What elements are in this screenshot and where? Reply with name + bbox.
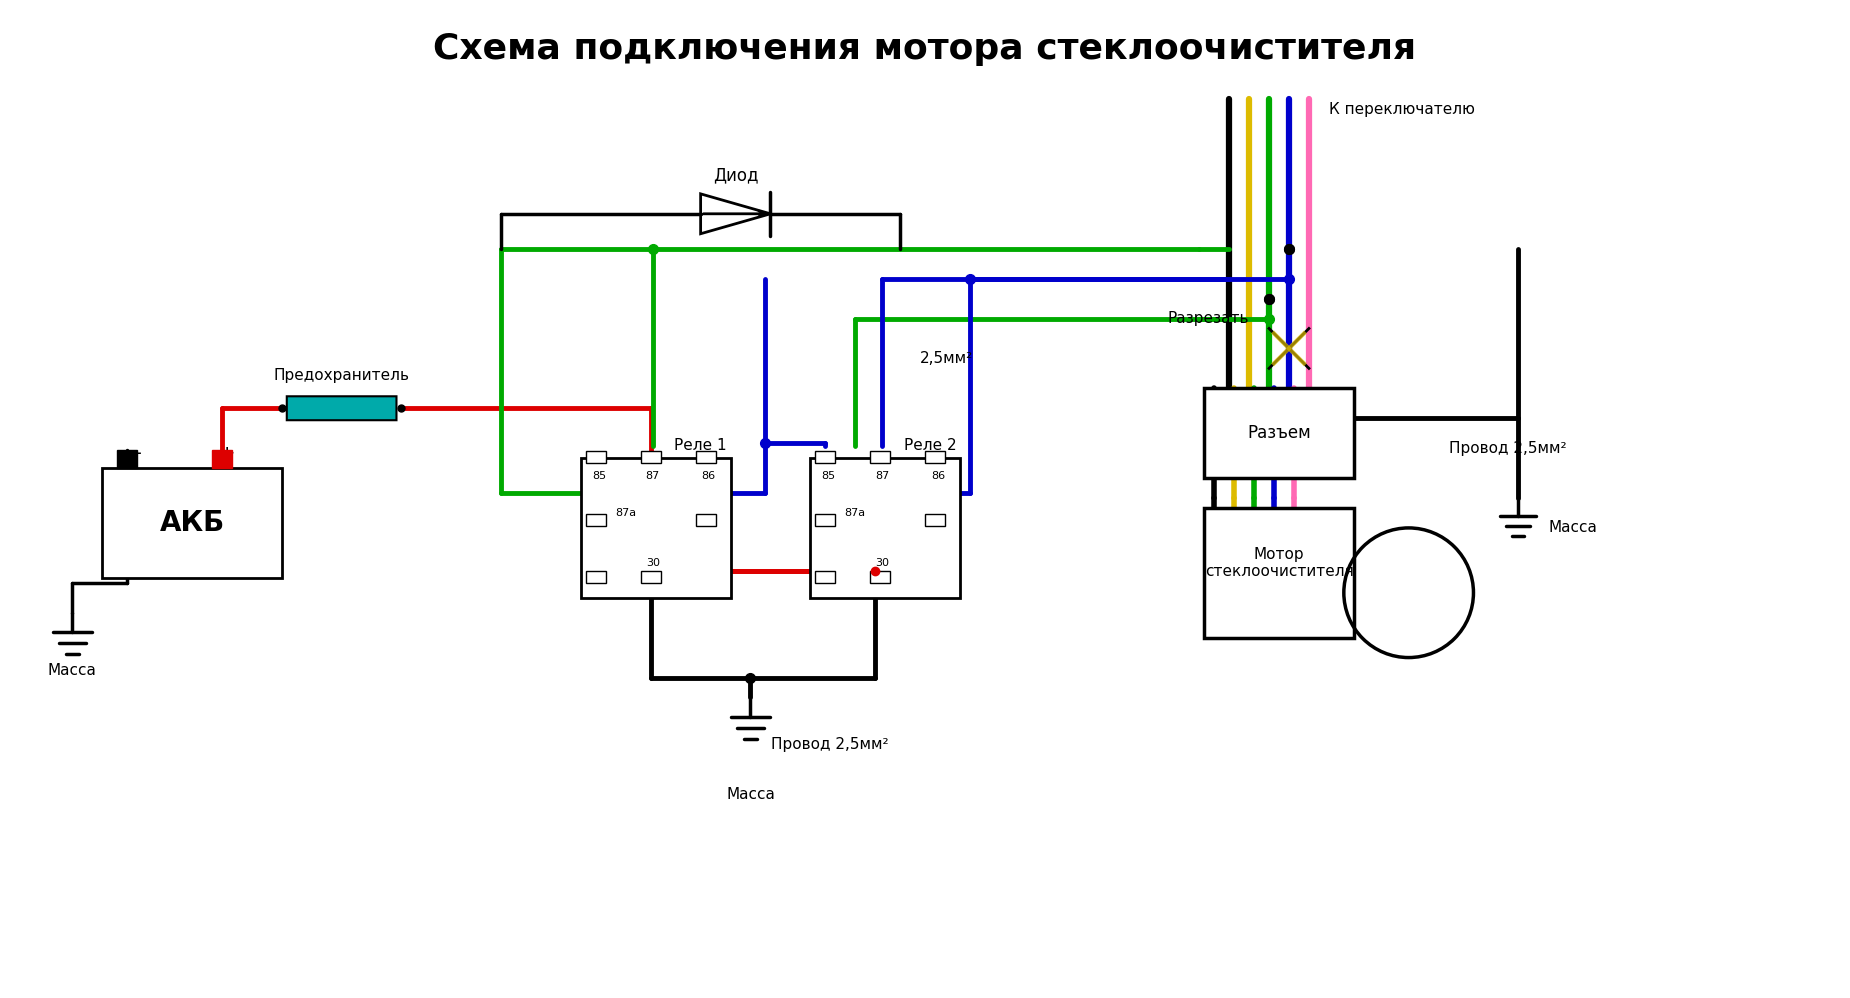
Bar <box>213 450 231 468</box>
Text: 86: 86 <box>931 471 945 481</box>
Bar <box>696 451 716 463</box>
Bar <box>696 514 716 526</box>
Text: –: – <box>131 444 142 463</box>
FancyBboxPatch shape <box>287 396 396 420</box>
Text: АКБ: АКБ <box>159 509 224 537</box>
Bar <box>816 451 834 463</box>
Text: 85: 85 <box>821 471 836 481</box>
Text: 30: 30 <box>646 558 660 568</box>
Bar <box>925 514 945 526</box>
Text: 30: 30 <box>875 558 890 568</box>
Text: Мотор
стеклоочистителя: Мотор стеклоочистителя <box>1204 547 1354 579</box>
Text: Провод 2,5мм²: Провод 2,5мм² <box>771 738 890 752</box>
Text: 86: 86 <box>701 471 716 481</box>
Text: 87a: 87a <box>845 508 866 518</box>
Bar <box>640 571 660 583</box>
Text: 85: 85 <box>592 471 607 481</box>
Bar <box>810 458 960 598</box>
Bar <box>816 571 834 583</box>
Text: 2,5мм²: 2,5мм² <box>919 351 973 366</box>
Text: Реле 2: Реле 2 <box>903 438 956 453</box>
Bar <box>816 514 834 526</box>
Text: 87: 87 <box>646 471 660 481</box>
Text: Провод 2,5мм²: Провод 2,5мм² <box>1449 441 1567 456</box>
Text: Разъем: Разъем <box>1247 424 1312 442</box>
Text: Предохранитель: Предохранитель <box>274 368 409 383</box>
Text: Масса: Масса <box>725 787 775 802</box>
Text: 87: 87 <box>875 471 890 481</box>
Bar <box>640 451 660 463</box>
Text: Диод: Диод <box>712 166 758 184</box>
Bar <box>1204 388 1354 478</box>
Bar <box>581 458 731 598</box>
Bar <box>117 450 137 468</box>
Text: К переключателю: К переключателю <box>1328 102 1474 117</box>
Text: Масса: Масса <box>48 663 96 678</box>
Bar <box>586 514 607 526</box>
Text: +: + <box>218 444 235 463</box>
Text: Реле 1: Реле 1 <box>673 438 727 453</box>
Bar <box>925 451 945 463</box>
Text: Разрезать: Разрезать <box>1167 311 1249 326</box>
Text: 87a: 87a <box>616 508 636 518</box>
Bar <box>586 451 607 463</box>
Bar <box>1204 508 1354 638</box>
Bar <box>102 468 281 578</box>
Bar <box>586 571 607 583</box>
Bar <box>870 451 890 463</box>
Text: Схема подключения мотора стеклоочистителя: Схема подключения мотора стеклоочистител… <box>433 32 1417 66</box>
Bar <box>870 571 890 583</box>
Text: Масса: Масса <box>1548 520 1597 535</box>
